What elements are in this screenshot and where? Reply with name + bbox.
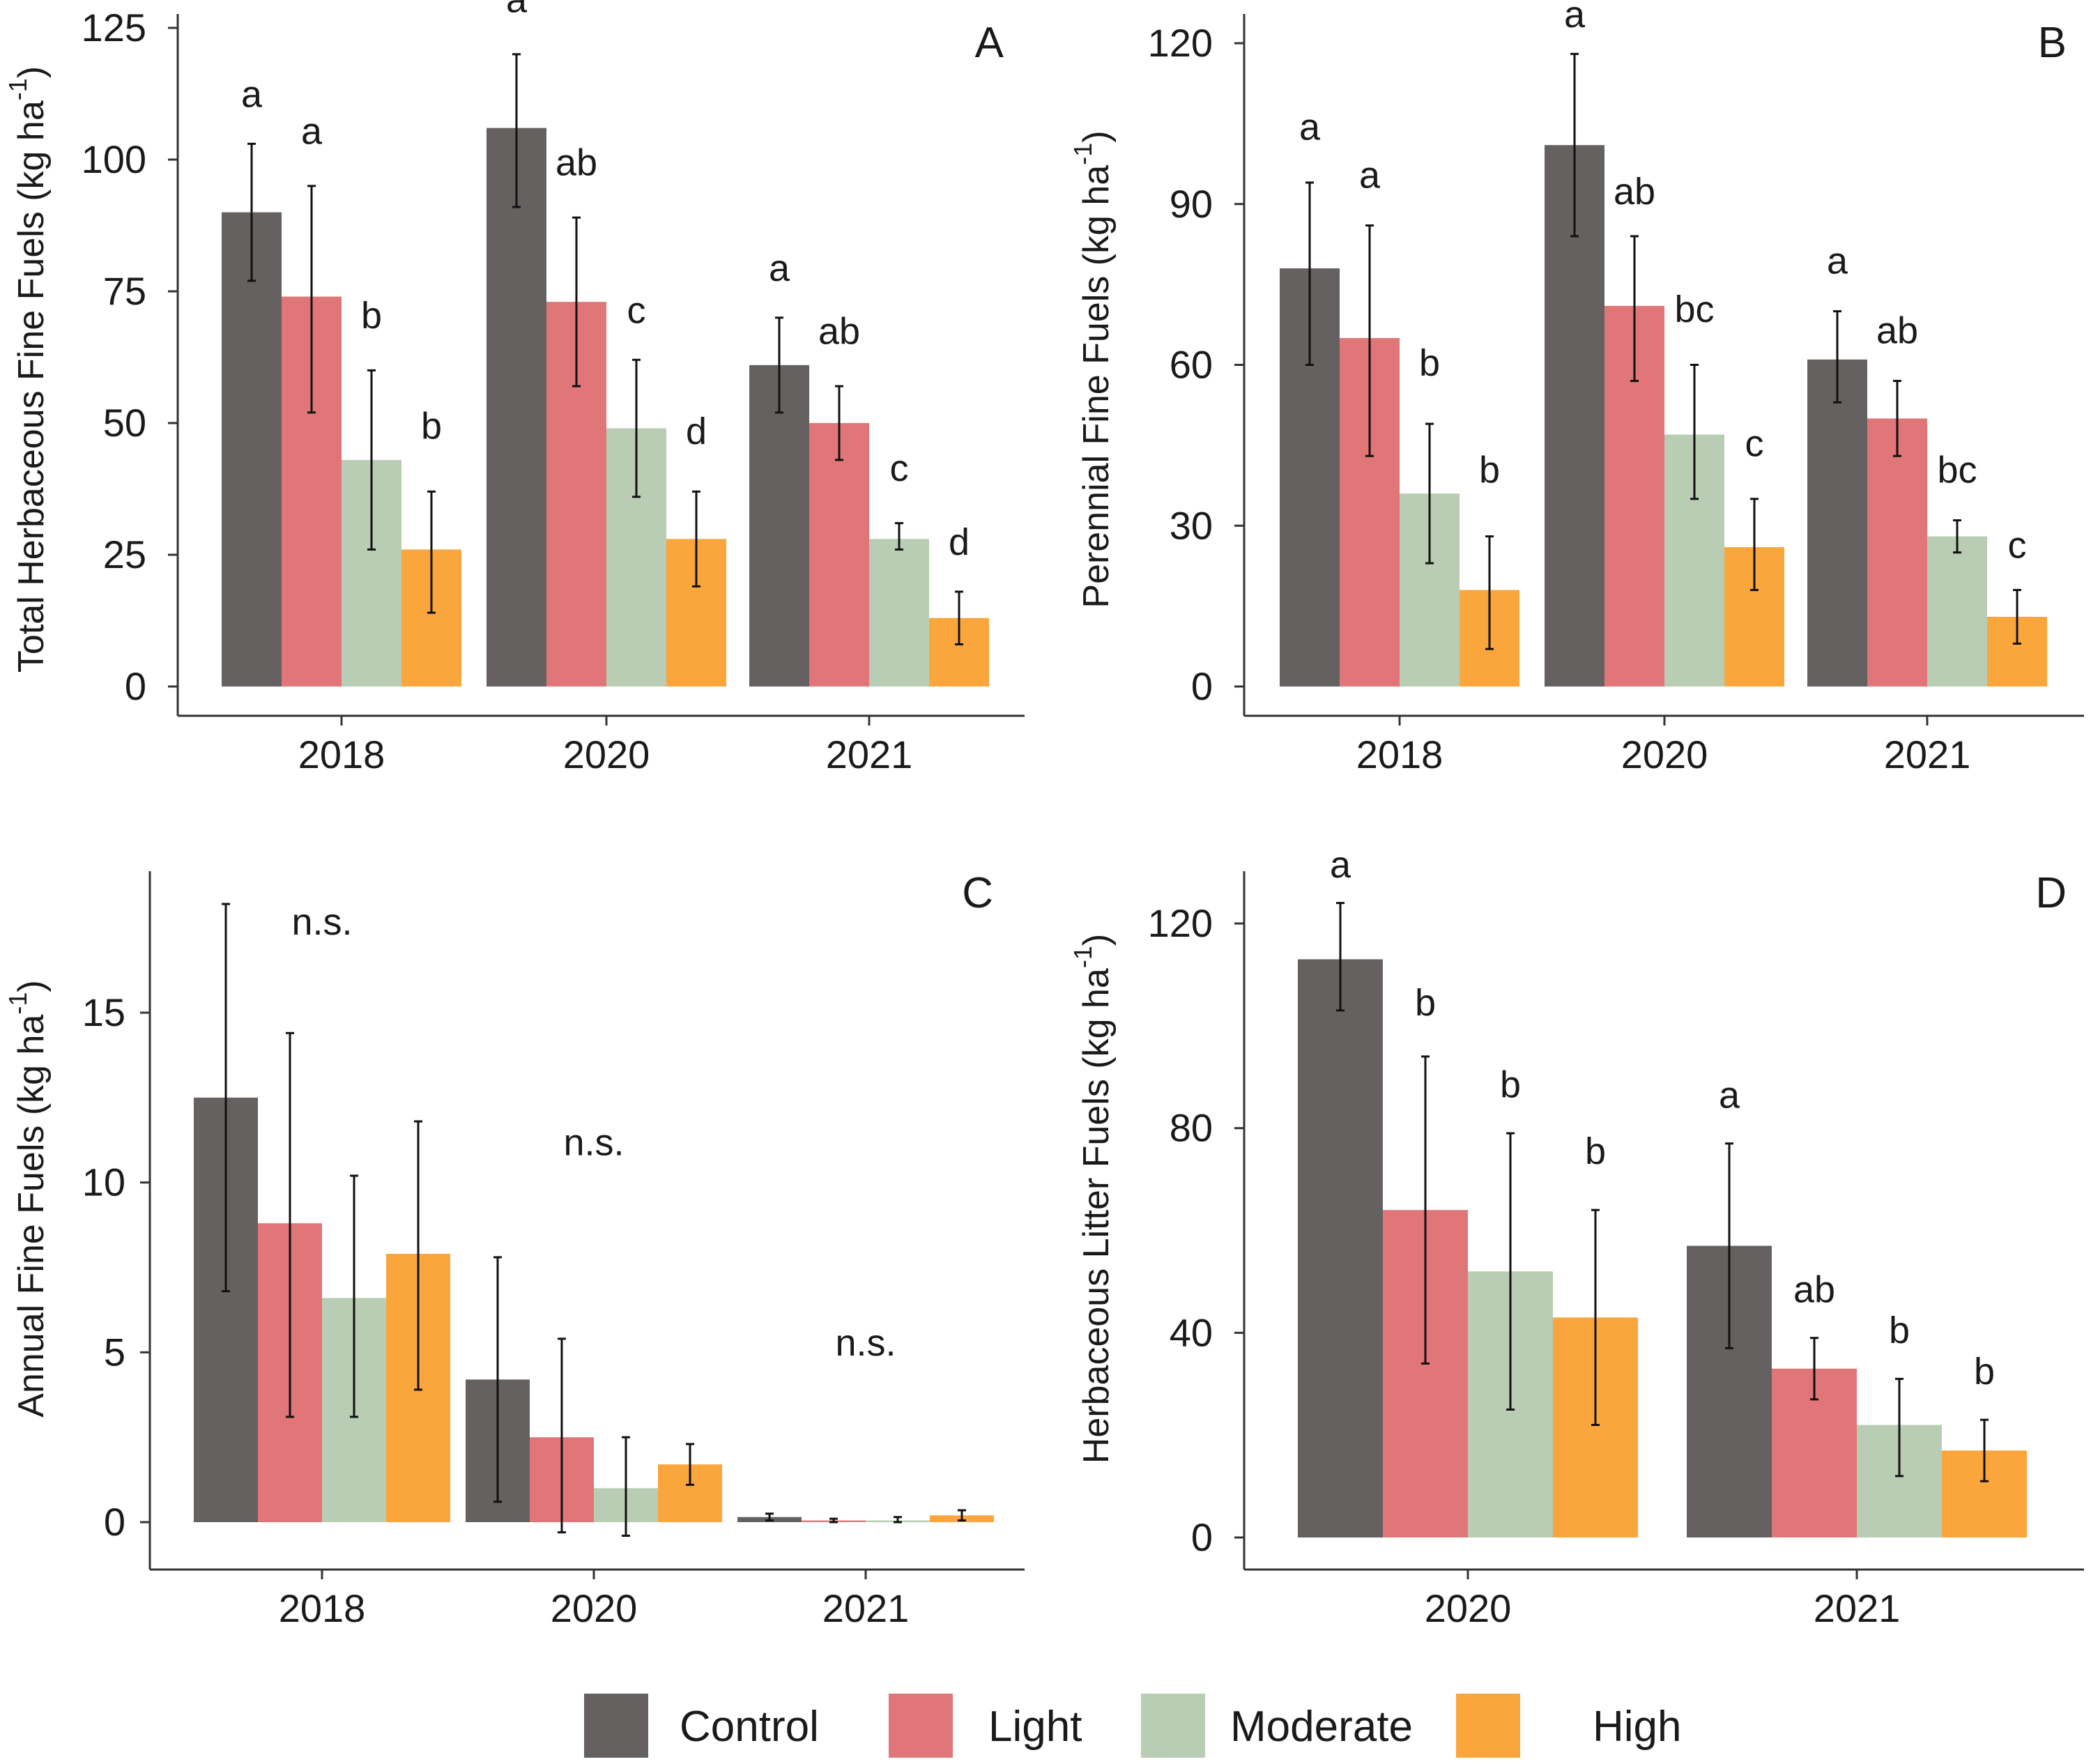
x-tick-label: 2020 [1621,733,1708,776]
significance-letter: ab [1614,171,1655,213]
y-tick-label: 80 [1170,1106,1213,1150]
significance-letter: c [1745,422,1764,464]
y-axis-label: Herbaceous Litter Fuels (kg ha-1) [1069,934,1117,1464]
y-tick-label: 75 [103,269,146,313]
y-tick-label: 0 [1191,1515,1213,1559]
panel-label: C [962,869,993,917]
y-tick-label: 40 [1170,1310,1213,1354]
x-tick-label: 2021 [1884,733,1971,776]
x-tick-label: 2018 [1356,733,1443,776]
legend-swatch-high [1456,1694,1520,1758]
significance-letter: a [1299,106,1321,148]
significance-letter: ab [818,311,860,353]
x-tick-label: 2021 [822,1586,910,1630]
significance-letter: b [1479,450,1500,491]
panel-label: A [975,19,1004,67]
significance-letter: ab [556,142,597,184]
y-tick-label: 5 [104,1330,125,1374]
significance-letter: b [1889,1310,1910,1351]
bar-moderate-2021 [869,539,929,687]
significance-letter: a [769,247,790,289]
y-tick-label: 0 [125,664,146,708]
y-tick-label: 0 [1191,664,1213,708]
x-tick-label: 2018 [298,733,385,776]
legend-swatch-moderate [1141,1694,1205,1758]
x-tick-label: 2020 [563,733,650,776]
y-axis-label: Annual Fine Fuels (kg ha-1) [3,980,52,1417]
significance-letter: b [1974,1351,1995,1393]
significance-letter: b [421,406,442,447]
significance-letter: c [890,447,909,489]
y-tick-label: 120 [1148,21,1213,65]
significance-letter: c [2008,524,2027,566]
y-tick-label: 125 [82,6,146,49]
significance-letter: b [1415,982,1436,1024]
bar-control-2020 [487,128,546,687]
x-tick-label: 2021 [826,733,913,776]
y-axis-label: Perennial Fine Fuels (kg ha-1) [1069,130,1117,608]
significance-letter: a [506,0,528,20]
bar-control-2020 [1298,959,1383,1537]
y-tick-label: 90 [1170,182,1213,226]
ns-annotation: n.s. [291,901,352,943]
legend: Control Light Moderate High [584,1694,1682,1758]
significance-letter: a [1827,240,1848,282]
significance-letter: a [241,73,263,115]
significance-letter: a [1330,844,1351,886]
panel-a: aabb2018aabcd2020aabcd20210255075100125T… [3,0,1025,776]
bar-moderate-2021 [1927,536,1987,687]
panel-label: B [2038,19,2067,67]
y-tick-label: 60 [1170,343,1213,387]
bar-control-2018 [222,212,282,687]
significance-letter: a [301,110,323,152]
significance-letter: c [627,289,646,331]
significance-letter: d [686,411,707,452]
legend-label-control: Control [680,1703,819,1751]
significance-letter: b [1500,1064,1521,1106]
significance-letter: bc [1674,289,1714,330]
significance-letter: bc [1937,450,1977,491]
legend-label-high: High [1593,1703,1682,1751]
bar-light-2021 [1867,418,1927,687]
y-tick-label: 10 [82,1160,125,1204]
significance-letter: a [1359,155,1381,197]
legend-swatch-control [584,1694,648,1758]
significance-letter: b [1419,342,1440,384]
y-tick-label: 50 [103,401,146,445]
ns-annotation: n.s. [563,1122,624,1164]
y-axis-label: Total Herbaceous Fine Fuels (kg ha-1) [3,66,52,673]
bar-control-2021 [749,365,809,687]
legend-swatch-light [889,1694,953,1758]
panel-label: D [2035,869,2067,917]
panel-b: aabb2018aabbcc2020aabbcc20210306090120Pe… [1069,0,2084,776]
bar-control-2021 [1807,359,1867,687]
significance-letter: a [1564,0,1586,36]
panel-c: 2018 n.s. 2020 n.s. 2021 n.s. 0 5 10 15 Annual Fin… [3,869,1025,1630]
significance-letter: ab [1793,1268,1835,1310]
significance-letter: d [949,521,970,563]
y-tick-label: 0 [104,1500,125,1544]
ns-annotation: n.s. [835,1322,896,1364]
legend-label-moderate: Moderate [1230,1703,1413,1751]
y-tick-label: 120 [1148,901,1213,945]
x-tick-label: 2021 [1814,1586,1901,1630]
significance-letter: b [361,295,382,337]
x-tick-label: 2020 [1425,1586,1512,1630]
y-tick-label: 100 [82,137,146,181]
significance-letter: a [1719,1074,1740,1116]
x-tick-label: 2020 [551,1586,638,1630]
x-tick-label: 2018 [279,1586,366,1630]
significance-letter: ab [1876,310,1918,352]
significance-letter: b [1585,1130,1606,1172]
bar-light-2021 [809,423,869,687]
legend-label-light: Light [988,1703,1082,1751]
y-tick-label: 15 [82,990,125,1034]
y-tick-label: 25 [103,532,146,576]
y-tick-label: 30 [1170,503,1213,547]
